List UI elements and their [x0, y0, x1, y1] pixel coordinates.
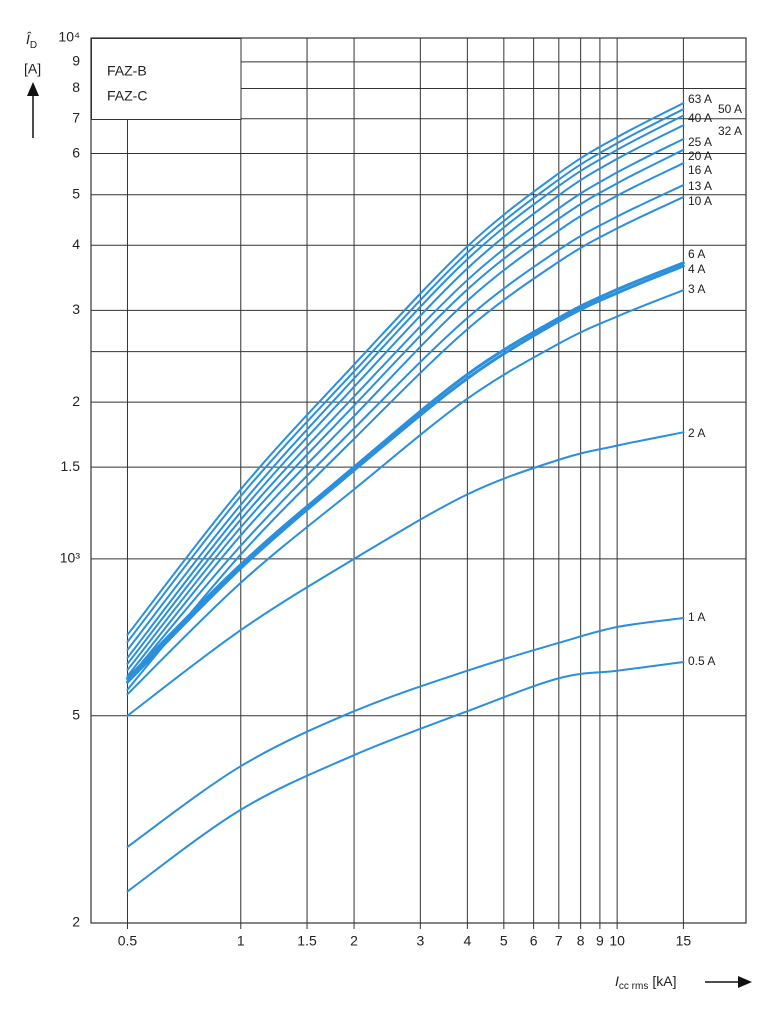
curve [126, 124, 685, 659]
curve [126, 137, 685, 665]
series-label: 3 A [688, 282, 705, 296]
x-tick-label: 2 [350, 933, 358, 949]
series-label: 63 A [688, 92, 712, 106]
curve [126, 114, 685, 651]
y-axis-symbol: Î [26, 31, 32, 47]
curve [125, 264, 685, 684]
x-axis-unit: [kA] [652, 973, 676, 989]
series-label: 50 A [718, 102, 742, 116]
series-label: 10 A [688, 194, 712, 208]
x-tick-label: 1.5 [297, 933, 317, 949]
x-tick-label: 6 [530, 933, 538, 949]
y-tick-label: 7 [72, 109, 80, 125]
curve [125, 261, 685, 680]
series-label: 16 A [688, 163, 712, 177]
plot-frame [90, 37, 747, 924]
series-label: 20 A [688, 149, 712, 163]
legend-text: FAZ-C [107, 88, 147, 104]
series-label: 25 A [688, 135, 712, 149]
series-label: 4 A [688, 262, 705, 276]
curve [126, 431, 685, 717]
x-axis-label: Icc rms [kA] [615, 973, 676, 992]
y-tick-label: 5 [72, 186, 80, 202]
curve [126, 617, 685, 848]
series-label: 2 A [688, 426, 705, 440]
legend-box [91, 38, 242, 120]
y-tick-label: 9 [72, 53, 80, 69]
y-axis-unit: [A] [24, 61, 41, 77]
x-axis-symbol: I [615, 973, 619, 989]
x-axis-arrowhead [738, 976, 752, 988]
y-tick-label: 2 [72, 914, 80, 930]
legend-text: FAZ-B [107, 63, 147, 79]
curve [126, 289, 685, 696]
x-tick-label: 5 [500, 933, 508, 949]
x-tick-label: 8 [577, 933, 585, 949]
x-tick-label: 3 [416, 933, 424, 949]
y-axis-arrowhead [27, 82, 39, 96]
series-label: 40 A [688, 111, 712, 125]
x-tick-label: 15 [676, 933, 692, 949]
y-tick-label: 10⁴ [58, 29, 80, 45]
series-label: 0.5 A [688, 654, 715, 668]
y-tick-label: 4 [72, 236, 80, 252]
y-tick-label: 5 [72, 706, 80, 722]
y-tick-label: 2 [72, 393, 80, 409]
series-label: 1 A [688, 610, 705, 624]
series-label: 32 A [718, 124, 742, 138]
curve [126, 148, 685, 671]
y-axis-label: ÎD [26, 31, 37, 51]
curve [126, 660, 685, 893]
y-tick-label: 6 [72, 144, 80, 160]
y-tick-label: 8 [72, 79, 80, 95]
y-tick-label: 10³ [60, 550, 81, 566]
series-label: 6 A [688, 247, 705, 261]
curve [126, 184, 685, 681]
x-tick-label: 1 [237, 933, 245, 949]
grid [91, 37, 746, 929]
series-label: 13 A [688, 179, 712, 193]
curves [125, 102, 685, 893]
y-axis-subscript: D [30, 40, 37, 51]
x-tick-label: 10 [609, 933, 625, 949]
curve [126, 162, 685, 677]
x-tick-label: 7 [555, 933, 563, 949]
x-tick-label: 4 [463, 933, 471, 949]
curve [126, 108, 685, 643]
x-tick-label: 0.5 [118, 933, 138, 949]
curve [126, 102, 685, 636]
y-tick-label: 1.5 [61, 458, 81, 474]
y-tick-label: 3 [72, 301, 80, 317]
x-tick-label: 9 [596, 933, 604, 949]
x-axis-subscript: cc rms [619, 981, 648, 992]
curve [126, 196, 685, 691]
